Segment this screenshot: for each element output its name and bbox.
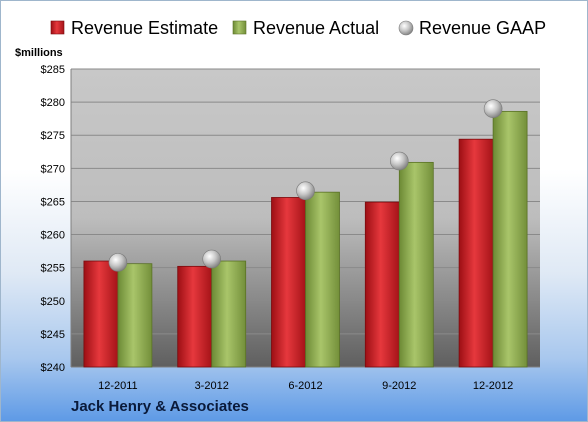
bar-revenue-estimate <box>177 265 213 368</box>
bar-revenue-estimate <box>458 138 494 368</box>
bar-revenue-estimate <box>364 201 400 368</box>
bar-revenue-estimate <box>83 260 119 368</box>
marker-revenue-gaap <box>389 151 409 171</box>
y-tick-label: $255 <box>41 263 65 275</box>
x-tick-label: 12-2011 <box>98 380 138 392</box>
legend-label: Revenue Estimate <box>71 18 218 38</box>
marker-revenue-gaap <box>202 249 221 269</box>
bar-revenue-actual <box>117 263 153 368</box>
x-tick-label: 12-2012 <box>473 380 513 392</box>
y-tick-label: $270 <box>41 163 65 175</box>
bar-revenue-estimate <box>271 197 306 368</box>
x-tick-label: 3-2012 <box>195 380 229 392</box>
bar-revenue-actual <box>305 191 340 368</box>
y-tick-label: $285 <box>41 64 65 76</box>
legend-swatch-revenue-actual <box>232 20 247 35</box>
company-name: Jack Henry & Associates <box>71 398 249 415</box>
y-axis-unit-label: $millions <box>15 47 63 59</box>
y-tick-label: $265 <box>41 196 65 208</box>
marker-revenue-gaap <box>296 181 315 201</box>
x-tick-label: 6-2012 <box>288 380 322 392</box>
y-tick-label: $280 <box>41 97 65 109</box>
x-tick-label: 9-2012 <box>382 380 416 392</box>
bar-revenue-actual <box>211 260 247 368</box>
marker-revenue-gaap <box>108 253 128 272</box>
y-tick-label: $245 <box>41 329 65 341</box>
y-tick-label: $260 <box>41 230 65 242</box>
bar-revenue-actual <box>492 110 528 368</box>
legend-label: Revenue GAAP <box>419 18 546 38</box>
y-tick-label: $240 <box>41 362 65 374</box>
y-tick-label: $250 <box>41 296 65 308</box>
marker-revenue-gaap <box>483 99 503 119</box>
bar-revenue-actual <box>398 161 434 368</box>
y-tick-label: $275 <box>41 130 65 142</box>
legend-marker-revenue-gaap <box>398 20 414 36</box>
legend-label: Revenue Actual <box>253 18 379 38</box>
legend-swatch-revenue-estimate <box>50 20 65 35</box>
